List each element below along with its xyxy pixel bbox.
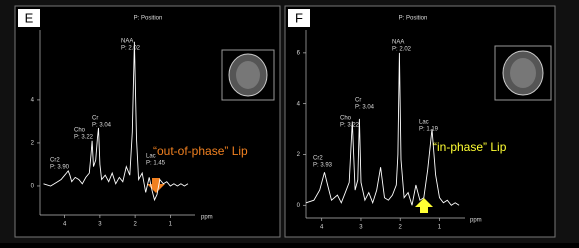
peak-label: P: 1.19 <box>419 127 439 133</box>
peak-label: Cr <box>92 116 98 122</box>
peak-label: P: 3.90 <box>50 165 70 171</box>
peak-label: P: 2.02 <box>392 47 412 53</box>
annotation: “out-of-phase” Lip <box>153 144 248 158</box>
peak-label: P: 3.93 <box>313 163 333 169</box>
peak-label: Lac <box>419 120 429 126</box>
chart-title: P: Position <box>399 16 428 22</box>
panel-label: E <box>25 10 34 25</box>
peak-label: Cho <box>340 116 352 122</box>
chart-title: P: Position <box>134 16 163 22</box>
peak-label: NAA <box>121 39 133 45</box>
panel-frame <box>15 6 280 237</box>
peak-label: P: 3.04 <box>355 105 375 111</box>
x-axis-label: ppm <box>470 218 482 224</box>
peak-label: Cr2 <box>50 158 60 164</box>
peak-label: Cr <box>355 98 361 104</box>
x-axis-label: ppm <box>201 215 213 221</box>
thumbnail <box>222 50 274 100</box>
thumbnail <box>495 46 551 100</box>
peak-label: Cr2 <box>313 156 323 162</box>
peak-label: P: 1.45 <box>146 161 166 167</box>
peak-label: P: 3.04 <box>92 123 112 129</box>
peak-label: NAA <box>392 40 404 46</box>
peak-label: Cho <box>74 128 86 134</box>
peak-label: P: 2.02 <box>121 46 141 52</box>
panel-label: F <box>295 10 303 25</box>
peak-label: P: 3.22 <box>340 123 360 129</box>
annotation: “in-phase” Lip <box>433 140 507 154</box>
peak-label: P: 3.22 <box>74 135 94 141</box>
